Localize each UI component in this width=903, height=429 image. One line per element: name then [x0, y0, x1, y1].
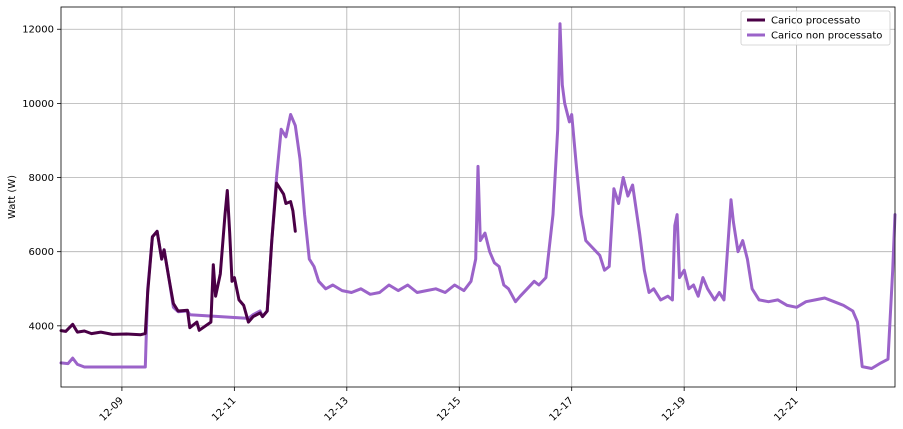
legend-box — [740, 10, 891, 46]
plot-frame — [60, 6, 896, 388]
y-axis: 4000 6000 8000 10000 12000 — [22, 25, 61, 332]
grid — [61, 7, 895, 387]
y-tick-label: 8000 — [29, 173, 54, 184]
y-tick-label: 4000 — [29, 321, 54, 332]
y-tick-label: 10000 — [22, 99, 54, 110]
series-layer — [59, 22, 897, 370]
y-tick-label: 12000 — [22, 25, 54, 36]
series-line-carico-processato — [59, 181, 297, 337]
legend-label: Carico non processato — [771, 31, 882, 42]
y-tick-label: 6000 — [29, 247, 54, 258]
legend-label: Carico processato — [771, 16, 860, 27]
y-axis-label: Watt (W) — [7, 175, 18, 219]
legend: Carico processato Carico non processato — [740, 10, 891, 46]
